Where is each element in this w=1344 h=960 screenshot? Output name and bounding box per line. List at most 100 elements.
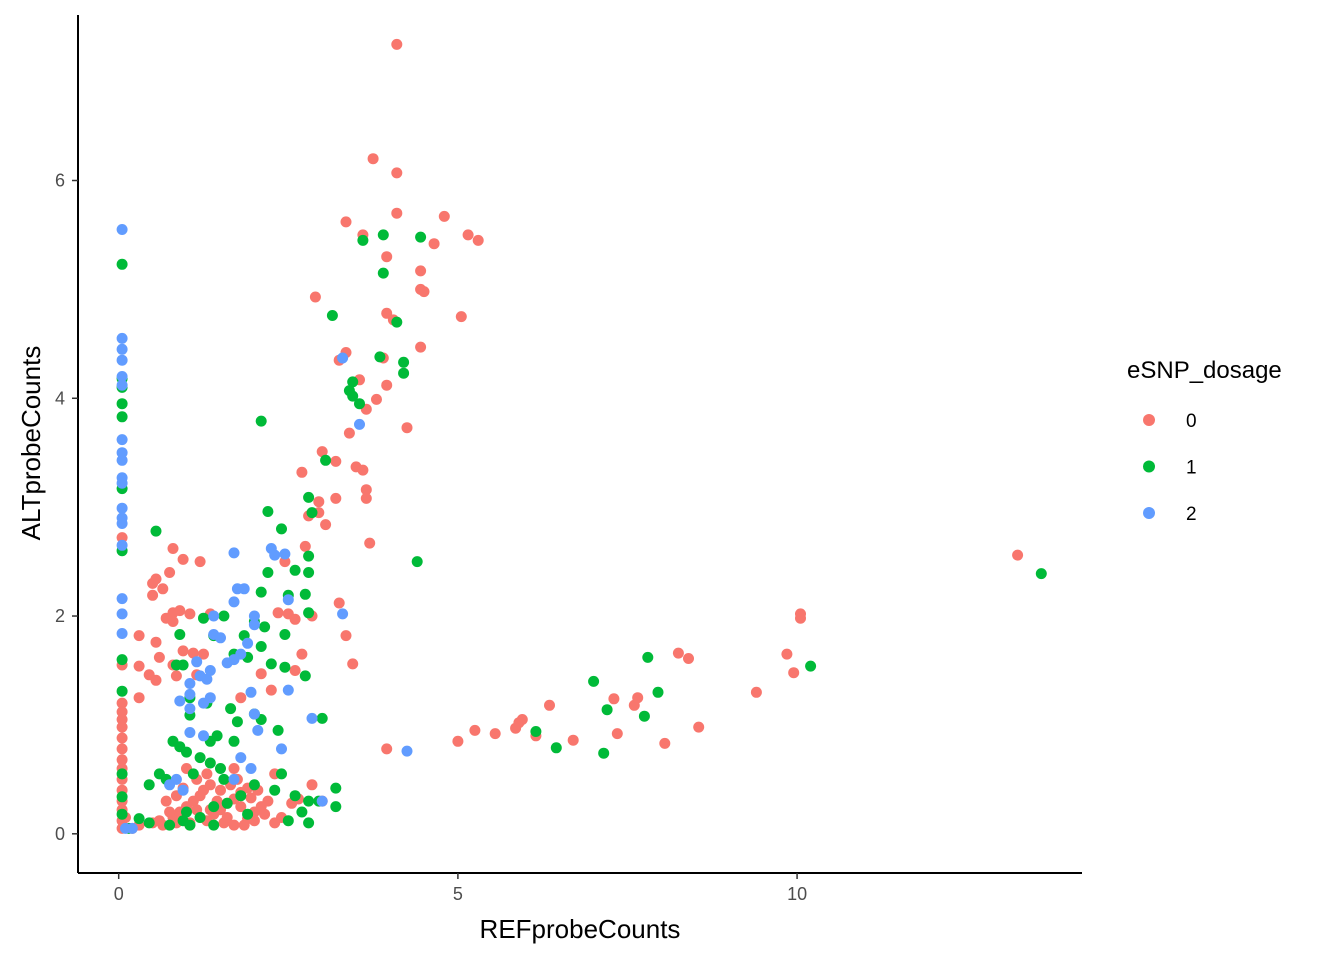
point-dosage-0	[170, 670, 182, 682]
point-dosage-1	[1035, 568, 1047, 580]
point-dosage-0	[333, 597, 345, 609]
point-dosage-0	[296, 466, 308, 478]
point-dosage-1	[116, 791, 128, 803]
point-dosage-1	[320, 454, 332, 466]
legend: eSNP_dosage 0 1 2	[1127, 357, 1282, 525]
point-dosage-1	[415, 231, 427, 243]
point-dosage-0	[133, 630, 145, 642]
point-dosage-0	[153, 651, 165, 663]
point-dosage-1	[303, 491, 315, 503]
point-dosage-2	[116, 454, 128, 466]
point-dosage-1	[116, 768, 128, 780]
point-dosage-0	[116, 697, 128, 709]
point-dosage-2	[116, 593, 128, 605]
point-dosage-2	[282, 594, 294, 606]
point-dosage-0	[567, 734, 579, 746]
point-dosage-1	[354, 398, 365, 410]
point-dosage-0	[235, 692, 247, 704]
point-dosage-1	[272, 724, 284, 736]
point-dosage-1	[116, 398, 128, 410]
point-dosage-1	[303, 817, 315, 829]
point-dosage-2	[126, 822, 138, 834]
point-dosage-2	[242, 637, 254, 649]
point-dosage-1	[805, 660, 817, 672]
point-dosage-0	[184, 608, 196, 620]
point-dosage-0	[360, 484, 372, 496]
point-dosage-0	[611, 728, 623, 740]
axes	[77, 15, 1082, 874]
point-dosage-1	[326, 310, 338, 321]
point-dosage-0	[347, 658, 359, 670]
legend-entries: 0 1 2	[1143, 411, 1197, 525]
point-dosage-1	[255, 415, 267, 427]
point-dosage-0	[452, 735, 464, 747]
y-tick-label: 2	[55, 606, 65, 626]
point-dosage-0	[160, 795, 172, 807]
point-dosage-2	[248, 708, 260, 720]
point-dosage-1	[228, 735, 240, 747]
legend-label-dosage-2: 2	[1186, 504, 1197, 525]
point-dosage-1	[398, 367, 410, 379]
point-dosage-0	[133, 660, 145, 672]
point-dosage-0	[255, 668, 267, 680]
point-dosage-1	[638, 710, 650, 722]
point-dosage-1	[276, 523, 287, 535]
point-dosage-1	[259, 621, 271, 633]
point-dosage-0	[608, 693, 620, 705]
point-dosage-0	[235, 801, 247, 813]
point-dosage-2	[228, 547, 240, 559]
point-dosage-1	[116, 808, 128, 820]
point-dosage-0	[116, 706, 128, 718]
point-dosage-0	[296, 648, 308, 660]
point-dosage-0	[313, 496, 325, 508]
point-dosage-2	[116, 539, 128, 551]
point-dosage-0	[187, 647, 199, 659]
point-dosage-0	[150, 674, 162, 686]
point-dosage-0	[462, 229, 474, 241]
point-dosage-0	[150, 636, 162, 648]
x-tick-label: 5	[453, 884, 463, 904]
point-dosage-1	[276, 768, 287, 780]
point-dosage-1	[391, 316, 403, 328]
point-dosage-0	[438, 210, 450, 222]
point-dosage-2	[235, 752, 247, 764]
point-dosage-1	[184, 819, 196, 831]
point-dosage-0	[204, 779, 216, 791]
point-dosage-0	[1012, 549, 1024, 561]
point-dosage-1	[150, 525, 162, 537]
point-dosage-1	[374, 351, 386, 363]
point-dosage-1	[215, 763, 226, 774]
point-dosage-0	[330, 455, 342, 467]
point-dosage-1	[225, 703, 237, 715]
point-dosage-0	[116, 532, 128, 544]
point-dosage-2	[184, 688, 196, 700]
x-tick-label: 0	[114, 884, 124, 904]
point-dosage-0	[194, 556, 206, 568]
point-dosage-1	[299, 588, 311, 600]
point-dosage-0	[788, 667, 800, 679]
point-dosage-1	[598, 747, 610, 759]
legend-key-dosage-1	[1143, 460, 1155, 473]
point-dosage-1	[398, 356, 410, 368]
point-dosage-0	[198, 648, 209, 660]
point-dosage-0	[316, 446, 328, 458]
point-dosage-1	[170, 659, 182, 671]
point-dosage-2	[164, 779, 176, 791]
point-dosage-0	[259, 808, 271, 820]
point-dosage-0	[116, 754, 128, 766]
point-dosage-0	[306, 779, 318, 791]
point-dosage-1	[208, 819, 220, 831]
point-dosage-1	[235, 790, 247, 802]
point-dosage-0	[381, 379, 393, 391]
point-dosage-1	[116, 654, 128, 666]
point-dosage-1	[347, 390, 359, 402]
point-dosage-2	[184, 727, 196, 738]
point-dosage-0	[238, 819, 250, 831]
legend-label-dosage-1: 1	[1186, 458, 1197, 479]
point-dosage-1	[133, 813, 145, 825]
point-dosage-1	[218, 610, 230, 622]
point-dosage-2	[116, 343, 128, 355]
point-dosage-0	[391, 207, 403, 219]
point-dosage-0	[391, 167, 403, 179]
point-dosage-1	[143, 817, 155, 829]
